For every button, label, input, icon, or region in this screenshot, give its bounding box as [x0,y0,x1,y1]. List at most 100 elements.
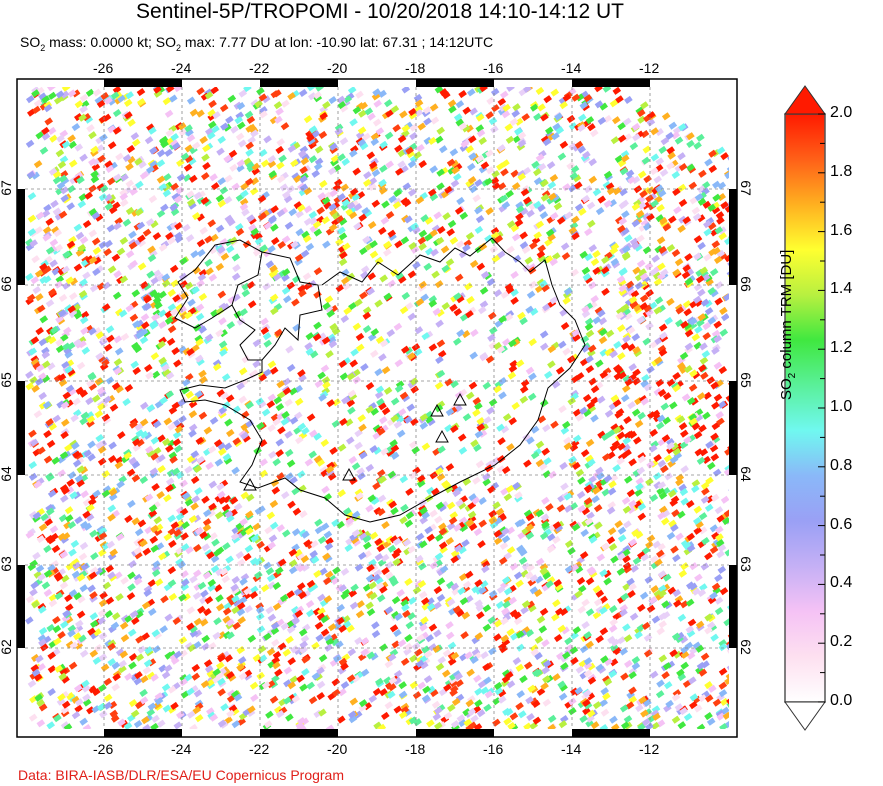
so2-pixel [186,347,195,357]
so2-pixel [363,209,373,218]
so2-pixel [200,680,210,689]
so2-pixel [575,413,585,422]
so2-pixel [619,647,629,656]
so2-pixel [697,197,707,206]
so2-pixel [189,174,198,183]
so2-pixel [695,644,705,653]
so2-pixel [308,155,318,164]
so2-pixel [39,262,48,271]
so2-pixel [312,607,322,616]
data-credit: Data: BIRA-IASB/DLR/ESA/EU Copernicus Pr… [18,767,345,783]
so2-pixel [216,147,225,156]
so2-pixel [603,577,612,586]
so2-pixel [666,441,675,451]
so2-pixel [263,720,273,729]
so2-pixel [337,489,347,498]
so2-pixel [103,693,113,702]
so2-pixel [292,507,302,516]
so2-pixel [659,505,668,514]
so2-pixel [349,601,359,610]
so2-pixel [132,366,142,375]
so2-pixel [159,625,169,634]
so2-pixel [499,645,508,654]
so2-pixel [451,697,461,706]
so2-pixel [498,695,507,704]
so2-pixel [359,142,369,151]
so2-pixel [293,548,303,558]
so2-pixel [708,684,717,693]
so2-pixel [547,233,556,242]
so2-pixel [564,211,573,220]
so2-pixel [546,161,556,170]
so2-pixel [308,450,318,459]
so2-pixel [535,557,545,566]
so2-pixel [94,567,104,576]
so2-pixel [319,111,329,121]
so2-pixel [393,705,403,714]
so2-pixel [384,131,394,140]
so2-pixel [450,651,460,660]
so2-pixel [345,517,355,526]
so2-pixel [259,110,268,119]
so2-pixel [325,465,335,474]
so2-pixel [381,407,391,416]
so2-pixel [66,240,76,249]
so2-pixel [301,530,310,539]
so2-pixel [672,268,681,277]
so2-pixel [125,91,135,100]
so2-pixel [34,693,44,702]
so2-pixel [167,422,177,431]
so2-pixel [160,203,169,212]
so2-pixel [88,229,98,238]
so2-pixel [322,240,331,249]
so2-pixel [123,721,133,729]
so2-pixel [170,656,180,665]
so2-pixel [235,227,245,237]
so2-pixel [576,576,586,585]
so2-pixel [233,502,243,511]
so2-pixel [324,570,334,579]
so2-pixel [371,92,381,101]
so2-pixel [698,512,708,521]
triangle-icon [453,392,467,406]
so2-pixel [682,264,692,273]
so2-pixel [719,328,729,337]
so2-pixel [276,380,285,389]
so2-pixel [113,358,123,367]
so2-pixel [665,699,674,708]
so2-pixel [158,136,168,145]
so2-pixel [715,533,724,542]
so2-pixel [388,575,398,584]
so2-pixel [631,408,641,417]
so2-pixel [306,133,315,142]
so2-pixel [379,339,389,348]
so2-pixel [194,714,204,723]
so2-pixel [721,313,729,322]
so2-pixel [493,341,502,350]
so2-pixel [474,178,483,187]
so2-pixel [197,581,207,590]
so2-pixel [688,383,698,392]
so2-pixel [519,385,529,394]
so2-pixel [400,503,409,512]
so2-pixel [311,641,320,650]
so2-pixel [236,663,245,672]
so2-pixel [371,199,381,208]
so2-pixel [75,698,84,707]
so2-pixel [111,661,121,670]
so2-pixel [158,183,168,192]
so2-pixel [290,159,299,168]
so2-pixel [488,509,498,518]
so2-pixel [645,308,654,317]
so2-pixel [31,668,41,677]
so2-pixel [444,185,453,194]
so2-pixel [628,295,638,304]
so2-pixel [597,116,607,125]
so2-pixel [435,236,445,245]
so2-pixel [202,523,212,532]
so2-pixel [36,698,45,707]
so2-pixel [127,499,136,508]
so2-pixel [185,234,195,243]
so2-pixel [111,253,121,262]
so2-pixel [694,298,704,307]
